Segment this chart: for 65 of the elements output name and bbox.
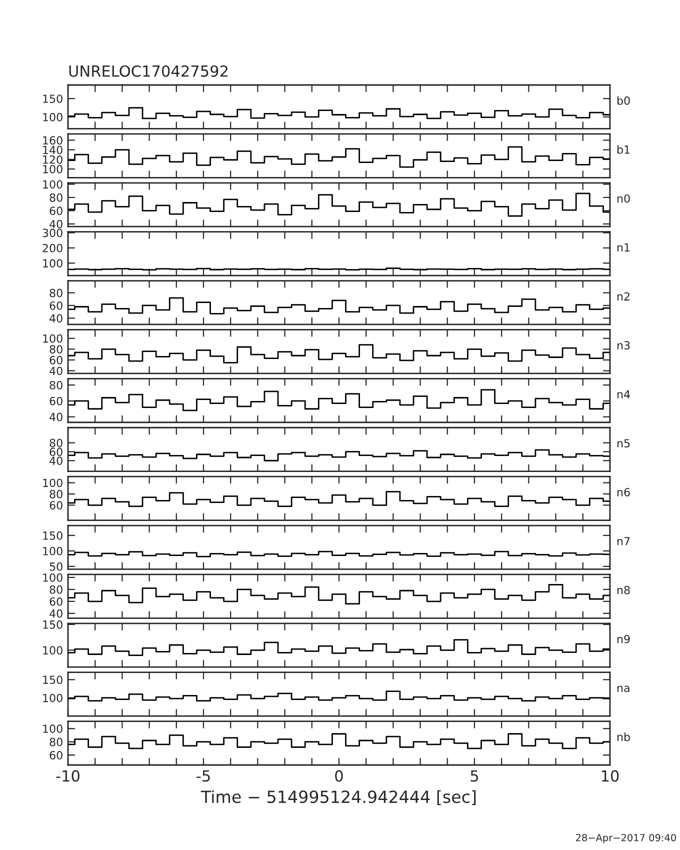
series-label: b0 (617, 96, 630, 105)
y-tick-label: 50 (50, 562, 62, 571)
y-tick-label: 60 (50, 751, 62, 760)
y-tick-label: 150 (43, 676, 62, 684)
y-tick-label: 80 (50, 490, 62, 498)
y-tick-label: 150 (43, 531, 62, 540)
x-tick-label: 5 (470, 770, 478, 782)
series-label: n1 (617, 243, 630, 252)
chart-title: UNRELOC170427592 (69, 65, 228, 77)
y-tick-label: 120 (43, 155, 62, 164)
y-tick-label: 100 (43, 112, 62, 122)
y-tick-label: 150 (43, 620, 62, 629)
y-tick-label: 60 (50, 206, 62, 216)
series-label: na (617, 686, 630, 692)
y-tick-label: 200 (42, 244, 62, 252)
y-tick-label: 80 (50, 381, 62, 390)
x-axis-title: Time − 514995124.942444 [sec] (200, 790, 476, 806)
y-tick-label: 100 (43, 546, 62, 556)
y-tick-label: 140 (43, 146, 62, 154)
y-tick-label: 60 (50, 448, 62, 456)
y-tick-label: 100 (43, 478, 62, 488)
series-label: n2 (617, 292, 630, 300)
y-tick-label: 100 (43, 180, 62, 189)
x-tick-label: 10 (602, 770, 619, 782)
text: 28−Apr−2017 09:40 (576, 834, 676, 844)
series-label: n9 (617, 634, 630, 644)
y-tick-label: 60 (50, 301, 62, 310)
series-label: n5 (617, 439, 630, 448)
series-label: n3 (617, 341, 630, 350)
y-tick-label: 40 (50, 412, 62, 422)
y-tick-label: 150 (43, 94, 62, 103)
y-tick-label: 80 (50, 438, 62, 448)
y-tick-label: 40 (50, 220, 62, 228)
y-tick-label: 100 (43, 646, 62, 655)
y-tick-label: 60 (50, 396, 62, 406)
y-tick-label: 40 (50, 456, 62, 465)
y-tick-label: 80 (50, 585, 62, 594)
y-tick-label: 100 (43, 694, 62, 702)
series-label: n4 (617, 390, 630, 398)
y-tick-label: 100 (43, 724, 62, 733)
y-tick-label: 100 (43, 334, 62, 343)
x-tick-label: 0 (335, 770, 343, 782)
y-tick-label: 100 (43, 573, 62, 582)
series-label: n8 (617, 586, 630, 594)
series-label: n7 (617, 537, 630, 546)
series-label: n0 (617, 194, 630, 203)
y-tick-label: 80 (50, 738, 62, 746)
y-tick-label: 60 (50, 501, 62, 510)
series-label: n6 (617, 488, 630, 496)
x-tick-label: -10 (56, 770, 80, 782)
series-label: nb (617, 732, 630, 742)
x-tick-label: -5 (196, 770, 210, 782)
y-tick-label: 160 (43, 136, 62, 145)
y-tick-label: 80 (50, 288, 62, 298)
y-tick-label: 40 (50, 609, 62, 618)
y-tick-label: 80 (50, 193, 62, 202)
series-label: b1 (617, 145, 630, 154)
y-tick-label: 300 (42, 228, 62, 238)
y-tick-label: 40 (50, 314, 62, 323)
y-tick-label: 100 (43, 259, 62, 268)
y-tick-label: 80 (50, 345, 62, 354)
y-tick-label: 40 (50, 366, 62, 376)
y-tick-label: 60 (50, 356, 62, 364)
y-tick-label: 100 (43, 164, 62, 174)
y-tick-label: 60 (50, 597, 62, 606)
